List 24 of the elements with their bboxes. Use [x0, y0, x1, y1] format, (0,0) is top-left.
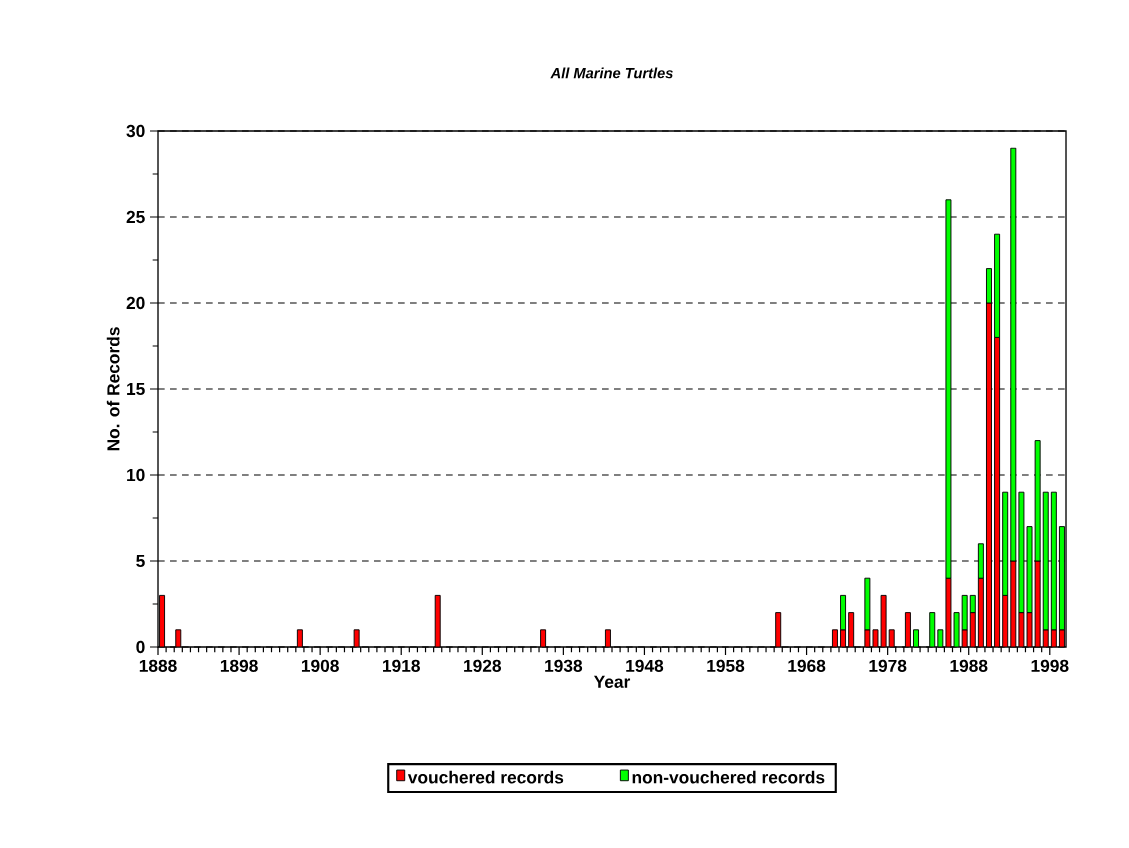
x-tick-label: 1968 — [788, 659, 826, 672]
x-tick-label: 1928 — [464, 659, 502, 672]
y-tick-label: 30 — [126, 124, 145, 138]
y-tick-label: 10 — [127, 468, 145, 482]
x-tick-label: 1948 — [626, 659, 664, 672]
legend-label: vouchered records — [407, 770, 564, 784]
legend-label: non-vouchered records — [632, 770, 825, 784]
x-tick-label: 1958 — [707, 659, 745, 672]
x-axis-title: Year — [593, 675, 631, 688]
y-tick-label: 15 — [127, 382, 145, 396]
x-tick-label: 1908 — [301, 659, 339, 672]
x-tick-label: 1918 — [383, 659, 420, 672]
y-axis-title: No. of Records — [106, 327, 120, 451]
y-tick-label: 5 — [136, 554, 145, 568]
x-tick-label: 1888 — [139, 659, 177, 672]
y-tick-label: 20 — [126, 296, 145, 310]
x-tick-label: 1898 — [220, 659, 258, 672]
y-tick-label: 25 — [126, 210, 145, 224]
x-tick-label: 1998 — [1031, 659, 1069, 672]
x-tick-label: 1988 — [950, 659, 988, 672]
y-tick-label: 0 — [136, 640, 145, 654]
x-tick-label: 1938 — [545, 659, 583, 672]
chart-title: All Marine Turtles — [550, 67, 673, 79]
x-tick-label: 1978 — [869, 659, 907, 672]
